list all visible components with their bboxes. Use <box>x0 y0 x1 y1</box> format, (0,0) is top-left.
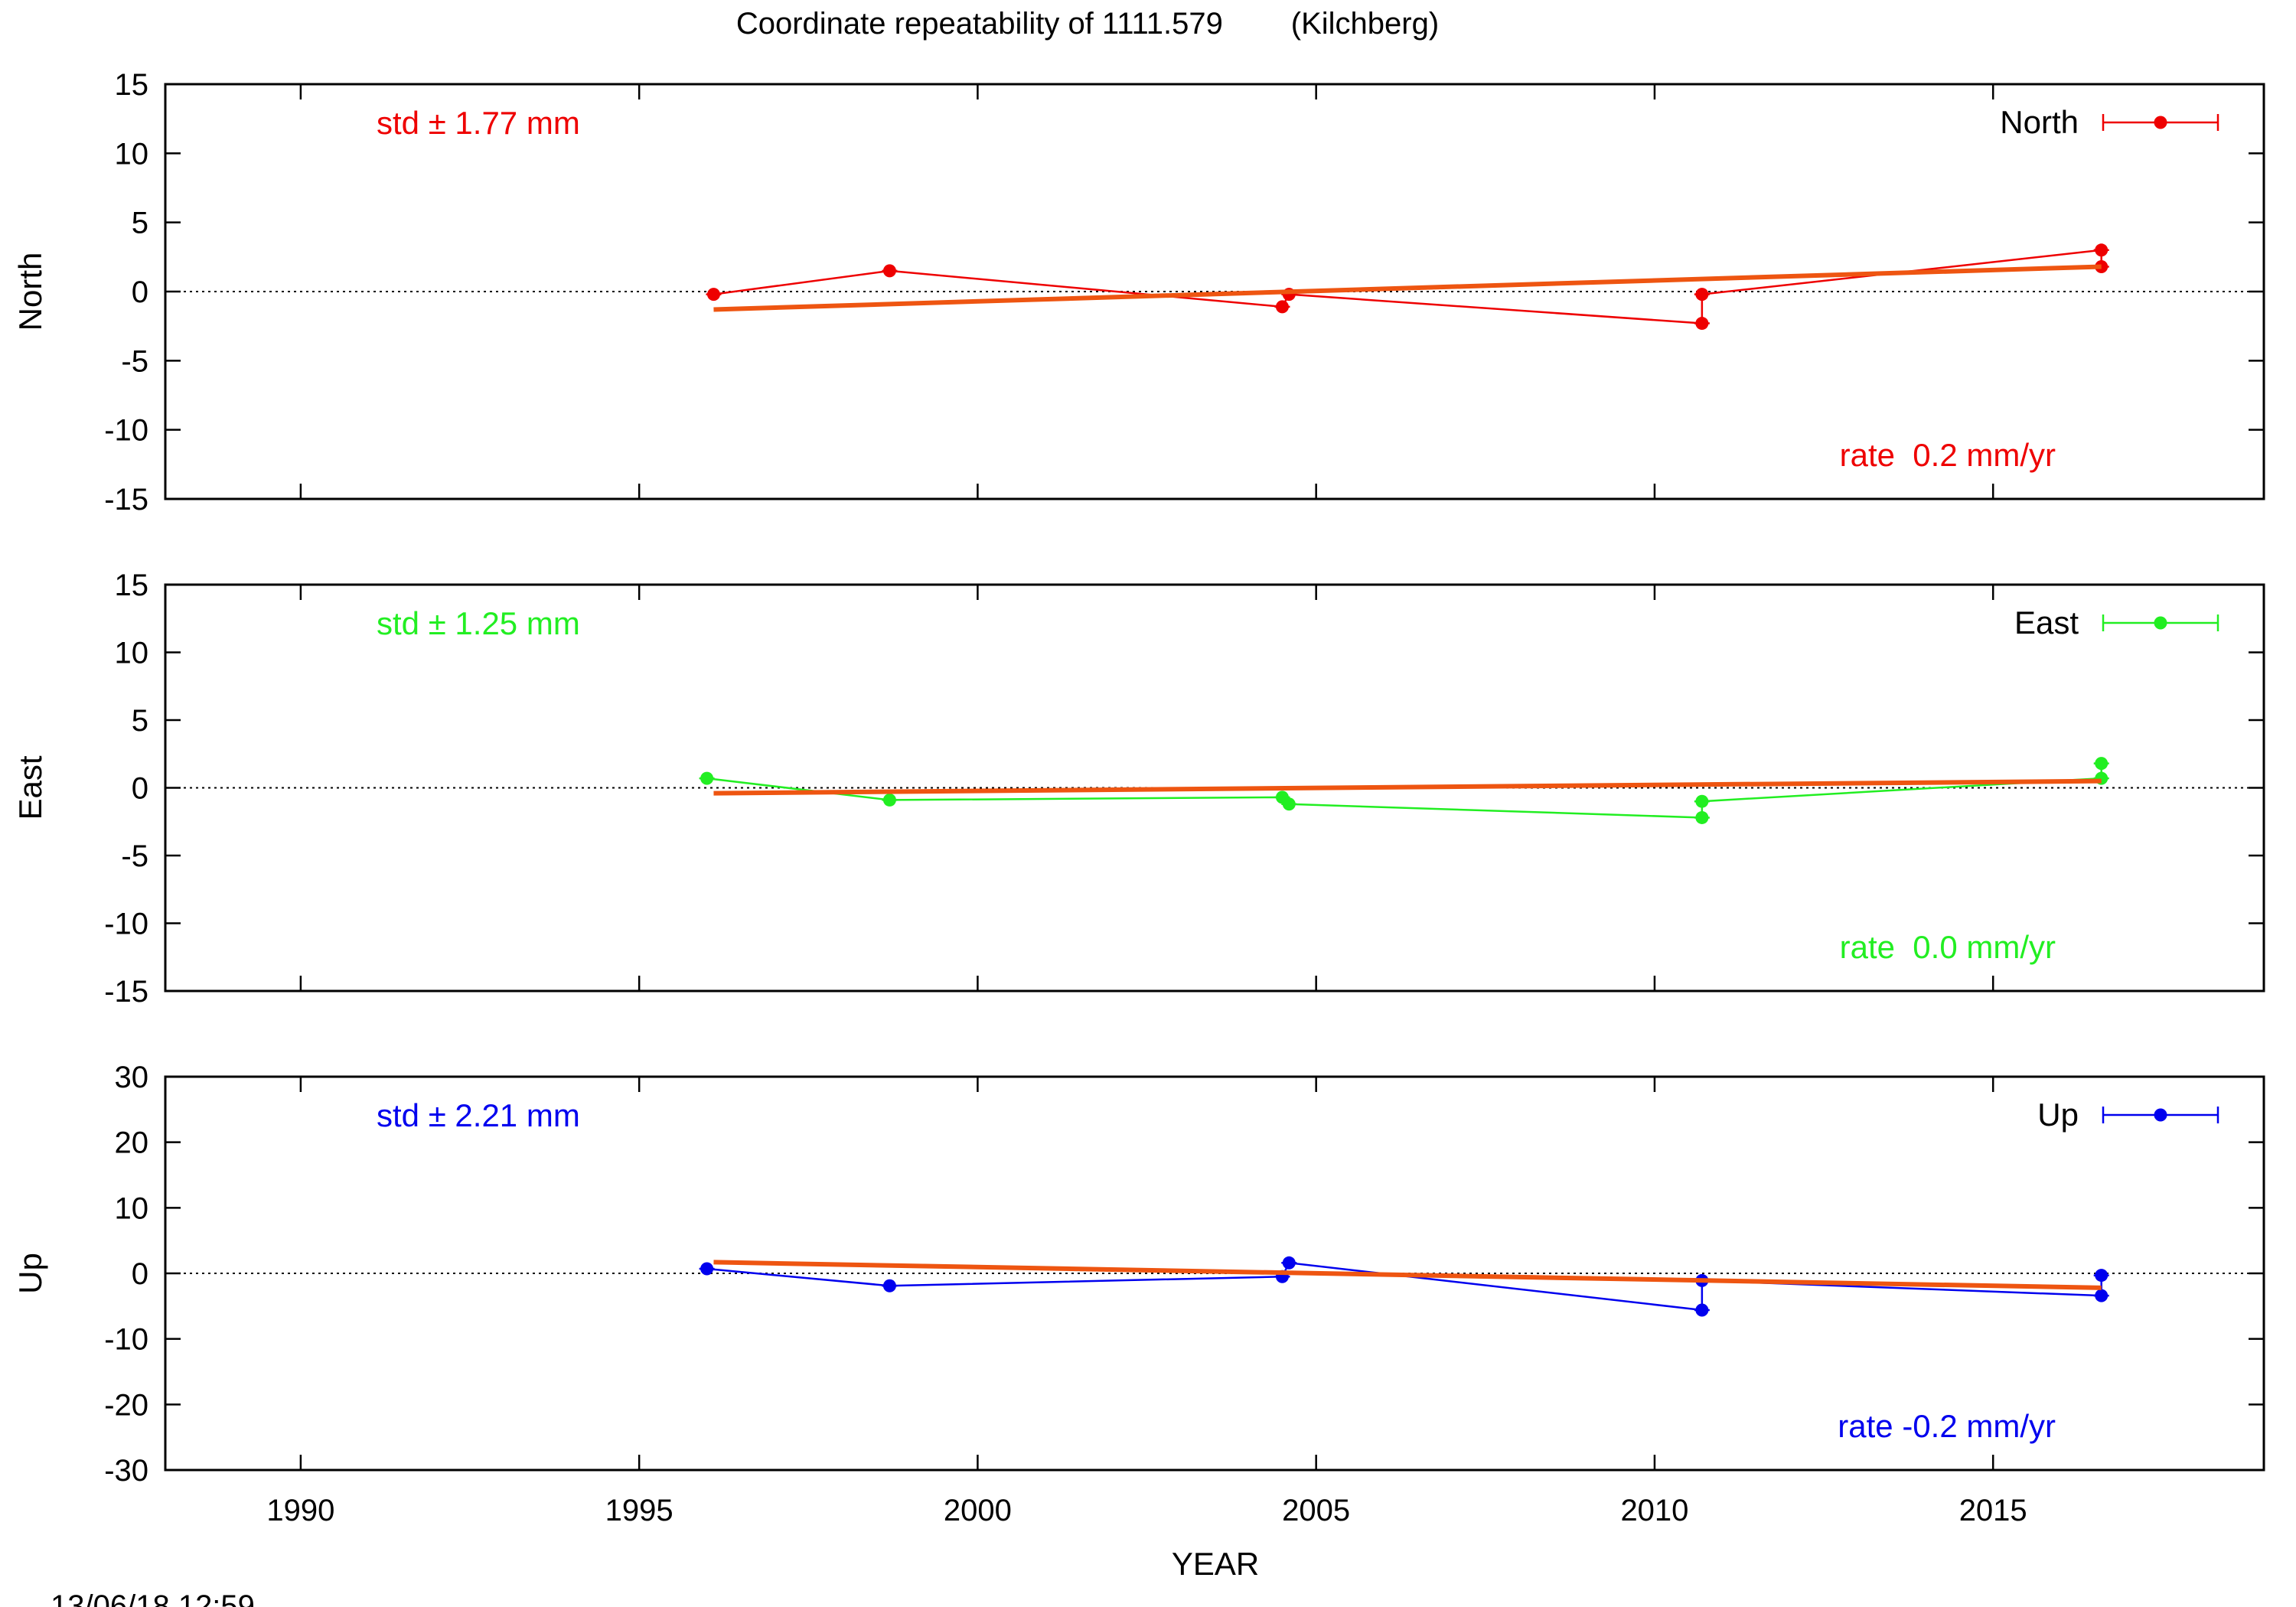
data-point <box>1282 1256 1296 1270</box>
y-tick-label: -10 <box>104 414 148 448</box>
y-tick-label: 10 <box>115 137 149 171</box>
legend-label: North <box>2000 104 2079 140</box>
x-tick-label: 2000 <box>944 1494 1012 1527</box>
data-point <box>882 1279 896 1292</box>
data-point <box>706 288 720 302</box>
legend-marker <box>2154 1108 2167 1122</box>
std-annotation: std ± 1.77 mm <box>377 105 580 141</box>
y-tick-label: -10 <box>104 1323 148 1357</box>
data-point <box>700 1262 714 1276</box>
std-annotation: std ± 2.21 mm <box>377 1097 580 1133</box>
x-tick-label: 2015 <box>1959 1494 2027 1527</box>
data-point <box>882 264 896 278</box>
y-tick-label: 5 <box>132 207 148 240</box>
data-point <box>700 771 714 785</box>
y-tick-label: -30 <box>104 1454 148 1488</box>
data-point <box>2095 1269 2108 1283</box>
y-tick-label: 30 <box>115 1061 149 1094</box>
y-tick-label: -15 <box>104 975 148 1009</box>
data-point <box>2095 243 2108 257</box>
data-point <box>1282 797 1296 811</box>
y-tick-label: 15 <box>115 68 149 102</box>
y-tick-label: -5 <box>121 839 148 873</box>
data-point <box>1695 1303 1709 1317</box>
y-axis-label: North <box>12 253 48 331</box>
y-tick-label: 15 <box>115 569 149 602</box>
x-tick-label: 2010 <box>1620 1494 1688 1527</box>
x-axis-label: YEAR <box>1172 1546 1259 1582</box>
chart-panels: 15 10 5 0 -5 -10 -15 North std ± 1.77 mm rate 0.2… <box>12 68 2265 1527</box>
data-point <box>882 793 896 807</box>
data-point <box>1695 317 1709 331</box>
x-tick-label: 1995 <box>605 1494 673 1527</box>
y-axis-label: Up <box>12 1253 48 1294</box>
trend-line-north <box>713 264 2102 312</box>
panel-up: 30 20 10 0 -10 -20 -30 Up std ± 2.21 mm rate -0.2… <box>12 1061 2265 1488</box>
series-line-up <box>706 1261 2102 1312</box>
std-annotation: std ± 1.25 mm <box>377 605 580 641</box>
y-tick-label: -20 <box>104 1388 148 1422</box>
timestamp: 13/06/18 12:59 <box>51 1589 255 1607</box>
y-tick-label: -10 <box>104 908 148 941</box>
rate-annotation: rate 0.2 mm/yr <box>1840 437 2056 473</box>
legend-label: Up <box>2037 1097 2079 1133</box>
rate-annotation: rate 0.0 mm/yr <box>1840 929 2056 965</box>
y-tick-label: 0 <box>132 772 148 806</box>
rate-annotation: rate -0.2 mm/yr <box>1838 1408 2056 1444</box>
trend-line-east <box>713 778 2102 796</box>
y-tick-label: 10 <box>115 1191 149 1225</box>
y-tick-label: 0 <box>132 275 148 309</box>
y-tick-label: -5 <box>121 344 148 378</box>
y-tick-label: -15 <box>104 483 148 517</box>
legend-marker <box>2154 116 2167 129</box>
y-tick-label: 10 <box>115 637 149 670</box>
data-point <box>2095 757 2108 771</box>
legend-label: East <box>2014 605 2079 641</box>
data-point <box>1695 810 1709 824</box>
panel-north: 15 10 5 0 -5 -10 -15 North std ± 1.77 mm rate 0.2… <box>12 68 2265 517</box>
data-point <box>1275 300 1289 314</box>
panel-east: 15 10 5 0 -5 -10 -15 East std ± 1.25 mm rate 0.0 … <box>12 569 2265 1009</box>
y-tick-label: 5 <box>132 704 148 738</box>
y-tick-label: 20 <box>115 1126 149 1160</box>
y-tick-label: 0 <box>132 1257 148 1291</box>
y-axis-label: East <box>12 755 48 820</box>
trend-line-up <box>713 1260 2102 1290</box>
x-tick-label: 1990 <box>266 1494 334 1527</box>
data-point <box>1695 288 1709 302</box>
x-tick-label: 2005 <box>1282 1494 1350 1527</box>
chart-title: Coordinate repeatability of 1111.579 (Ki… <box>736 7 1439 41</box>
data-point <box>2095 1289 2108 1302</box>
series-line-north <box>713 249 2102 324</box>
data-point <box>1695 794 1709 808</box>
legend-marker <box>2154 616 2167 630</box>
